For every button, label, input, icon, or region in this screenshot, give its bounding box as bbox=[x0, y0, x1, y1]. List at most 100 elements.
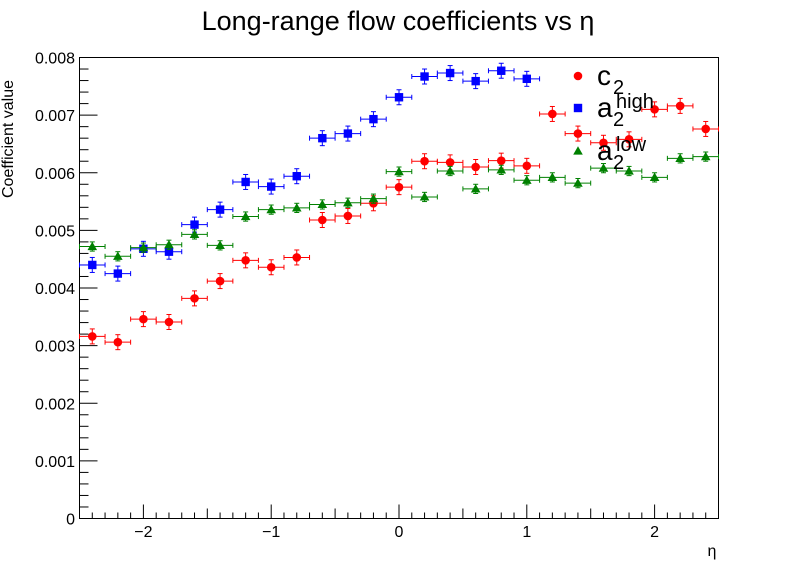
data-point bbox=[513, 175, 541, 186]
data-point bbox=[564, 125, 592, 142]
data-point bbox=[283, 249, 311, 266]
data-point bbox=[257, 259, 285, 276]
legend-superscript: high bbox=[616, 91, 654, 113]
data-point bbox=[462, 73, 489, 90]
marker-triangle bbox=[266, 204, 276, 214]
data-point bbox=[513, 157, 541, 174]
data-point bbox=[641, 172, 668, 183]
data-point bbox=[462, 158, 489, 175]
y-tick-label: 0.003 bbox=[35, 339, 75, 356]
data-point bbox=[104, 251, 132, 262]
data-point bbox=[360, 111, 387, 128]
marker-circle bbox=[113, 337, 123, 347]
marker-square bbox=[318, 133, 327, 143]
data-point bbox=[385, 89, 413, 106]
marker-circle bbox=[701, 124, 711, 134]
data-point bbox=[385, 166, 413, 177]
legend-subscript: 2 bbox=[613, 109, 624, 131]
legend-marker-circle bbox=[573, 71, 583, 81]
data-point bbox=[436, 165, 464, 177]
data-point bbox=[283, 168, 311, 185]
marker-circle bbox=[241, 256, 250, 265]
marker-circle bbox=[215, 276, 225, 286]
marker-square bbox=[522, 74, 531, 84]
data-point bbox=[232, 252, 259, 269]
x-tick-label: 0 bbox=[395, 524, 404, 541]
data-point bbox=[487, 62, 515, 79]
y-tick-label: 0.001 bbox=[35, 454, 75, 471]
marker-triangle bbox=[547, 172, 558, 181]
data-point bbox=[155, 243, 183, 260]
data-point bbox=[130, 242, 157, 253]
x-tick-label: −2 bbox=[134, 524, 152, 541]
marker-triangle bbox=[138, 242, 149, 252]
data-point bbox=[104, 334, 132, 351]
y-tick-label: 0.002 bbox=[35, 396, 75, 413]
y-axis-ticks bbox=[79, 57, 98, 519]
data-point bbox=[232, 173, 259, 190]
marker-circle bbox=[624, 135, 634, 144]
data-point bbox=[79, 256, 106, 273]
data-point bbox=[615, 165, 643, 177]
marker-circle bbox=[139, 314, 148, 324]
data-point bbox=[257, 204, 285, 215]
data-point bbox=[334, 207, 362, 224]
marker-square bbox=[190, 220, 199, 229]
data-point bbox=[334, 125, 362, 142]
y-tick-label: 0.007 bbox=[35, 108, 75, 125]
data-point bbox=[334, 197, 362, 208]
x-tick-label: 1 bbox=[522, 524, 531, 541]
data-point bbox=[692, 151, 719, 162]
data-point bbox=[232, 211, 259, 222]
data-point bbox=[79, 328, 106, 345]
marker-triangle bbox=[470, 184, 481, 193]
legend-label: a bbox=[597, 135, 613, 166]
marker-circle bbox=[650, 105, 659, 114]
data-point bbox=[206, 201, 234, 218]
data-point bbox=[309, 199, 336, 210]
marker-circle bbox=[445, 158, 455, 167]
marker-triangle bbox=[573, 178, 583, 187]
y-tick-label: 0.005 bbox=[35, 223, 75, 240]
marker-circle bbox=[548, 109, 557, 119]
marker-square bbox=[343, 129, 353, 138]
data-point bbox=[181, 229, 208, 240]
legend-superscript: low bbox=[616, 134, 647, 156]
marker-triangle bbox=[368, 193, 379, 203]
data-point bbox=[385, 179, 413, 196]
marker-triangle bbox=[291, 203, 302, 212]
data-series bbox=[79, 62, 719, 351]
marker-square bbox=[113, 269, 123, 278]
data-point bbox=[539, 105, 566, 122]
data-point bbox=[104, 265, 132, 282]
x-tick-label: −1 bbox=[262, 524, 280, 541]
marker-triangle bbox=[343, 197, 353, 207]
data-point bbox=[564, 178, 592, 189]
marker-triangle bbox=[624, 166, 634, 175]
series-triangle bbox=[79, 151, 719, 262]
y-tick-label: 0.006 bbox=[35, 166, 75, 183]
x-axis-tick-labels: −2 −1 0 1 2 bbox=[134, 524, 659, 541]
marker-triangle bbox=[189, 229, 200, 239]
marker-circle bbox=[190, 294, 199, 303]
data-point bbox=[283, 202, 311, 214]
data-point bbox=[487, 164, 515, 175]
marker-triangle bbox=[522, 175, 532, 184]
marker-square bbox=[445, 68, 455, 78]
marker-triangle bbox=[419, 192, 430, 201]
data-point bbox=[641, 101, 668, 118]
marker-square bbox=[471, 76, 480, 86]
marker-triangle bbox=[649, 172, 660, 181]
x-axis-label: η bbox=[708, 543, 717, 560]
marker-circle bbox=[164, 317, 174, 327]
legend-label: a bbox=[597, 92, 613, 123]
marker-triangle bbox=[700, 151, 711, 161]
marker-square bbox=[394, 93, 404, 102]
data-point bbox=[181, 290, 208, 307]
data-point bbox=[155, 314, 183, 330]
marker-circle bbox=[675, 101, 685, 111]
